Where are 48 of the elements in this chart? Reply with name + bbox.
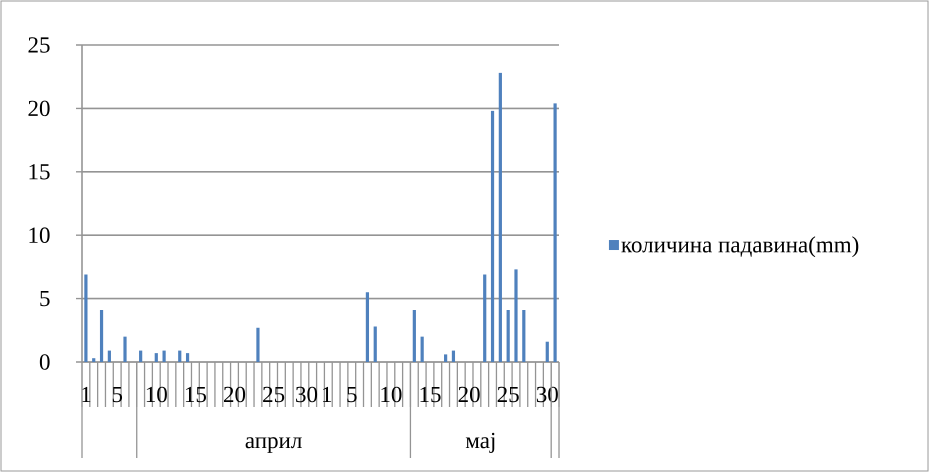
bar — [108, 350, 111, 362]
bar — [154, 353, 158, 362]
x-tick-label: 30 — [296, 386, 318, 402]
y-tick-label: 15 — [29, 164, 50, 180]
y-tick-label: 0 — [40, 354, 50, 370]
text: април — [246, 437, 302, 453]
x-tick-label: 5 — [347, 386, 357, 402]
bar — [162, 350, 166, 362]
bar — [256, 328, 260, 362]
x-tick-label: 30 — [536, 386, 558, 402]
x-tick-label: 1 — [82, 386, 90, 402]
x-tick-label: 1 — [322, 386, 332, 402]
y-tick-label: 5 — [40, 290, 50, 306]
bar — [452, 350, 456, 362]
x-tick-label: 10 — [381, 386, 402, 402]
bar — [92, 358, 96, 362]
bar — [186, 353, 190, 362]
x-tick-label: 10 — [146, 386, 167, 402]
bar — [123, 336, 127, 362]
x-tick-label: 20 — [458, 386, 480, 402]
x-tick-label: 5 — [112, 386, 122, 402]
bar — [139, 350, 142, 362]
y-tick-label: 20 — [28, 100, 50, 116]
bar — [498, 72, 502, 362]
bar — [374, 326, 377, 362]
bar — [178, 350, 182, 362]
bar — [412, 310, 416, 362]
x-tick-label: 20 — [224, 386, 246, 402]
x-tick-label: 15 — [420, 386, 441, 402]
bar — [490, 110, 494, 362]
x-tick-label: 15 — [186, 386, 206, 402]
text: мај — [466, 432, 494, 453]
x-tick-label: 25 — [498, 386, 519, 402]
y-tick-label: 25 — [28, 37, 50, 53]
bar — [522, 310, 526, 362]
legend-label: количина падавина(mm) — [621, 236, 858, 258]
bar — [514, 269, 518, 362]
bar — [84, 274, 88, 362]
bar — [366, 292, 370, 362]
bar — [483, 274, 486, 362]
bar — [420, 336, 424, 362]
bar — [546, 342, 549, 362]
bar — [444, 354, 448, 362]
y-tick-label: 10 — [29, 227, 50, 243]
bar — [553, 103, 557, 362]
bar — [506, 310, 510, 362]
x-tick-label: 25 — [263, 386, 284, 402]
bar — [100, 310, 104, 362]
